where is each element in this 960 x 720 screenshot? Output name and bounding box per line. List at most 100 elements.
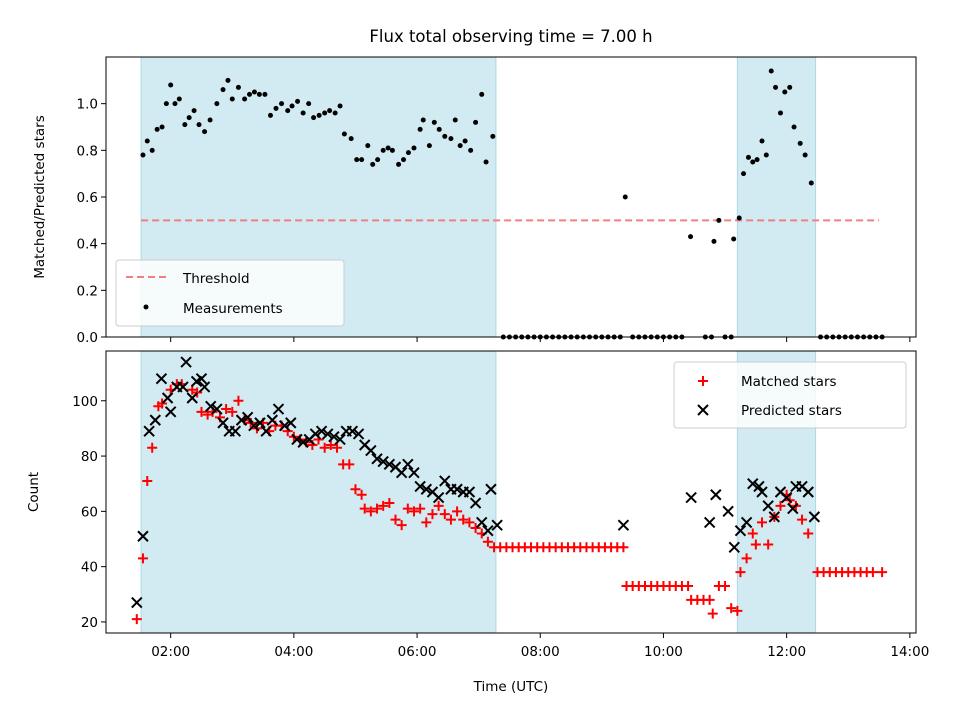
measurement-point [267,112,273,118]
predicted-star-point [482,524,494,537]
predicted-star-point [414,480,426,493]
matched-star-point [378,500,389,511]
measurement-point [251,89,257,95]
measurement-point [311,115,317,121]
measurement-point [431,119,437,125]
measurement-point [247,91,253,97]
predicted-star-point [217,417,229,429]
measurement-point [322,110,328,116]
predicted-star-point [266,414,279,426]
predicted-star-point [248,419,260,432]
predicted-star-point [229,425,242,437]
predicted-star-point [297,436,309,448]
predicted-star-point [195,372,208,385]
measurement-point [750,159,756,165]
matched-star-point [445,514,456,525]
predicted-star-point [451,483,463,495]
predicted-star-point [254,417,266,429]
y-tick-label: 100 [72,394,98,410]
y-axis-label: Matched/Predicted stars [32,115,48,278]
measurement-point [411,145,417,151]
y-tick-label: 0.6 [77,190,98,206]
measurement-point [365,143,371,149]
predicted-star-point [617,519,630,531]
matched-star-point [233,395,244,406]
matched-star-point [470,522,481,533]
matched-star-point [131,614,142,625]
measurement-point [256,91,262,97]
predicted-star-point [808,511,821,523]
x-tick-label: 10:00 [644,644,683,660]
measurement-point [782,89,788,95]
matched-star-point [402,503,413,514]
predicted-star-point [131,596,143,609]
predicted-star-point [747,477,759,490]
measurement-point [196,122,202,128]
measurement-point [163,101,169,107]
measurement-point [341,131,347,137]
predicted-star-point [241,411,254,424]
x-tick-label: 02:00 [151,644,190,660]
predicted-star-point [469,497,482,509]
matched-star-point [372,503,383,514]
predicted-star-point [476,516,488,529]
matched-star-point [157,398,168,409]
y-tick-label: 0.0 [77,330,98,346]
matched-star-point [618,542,629,553]
measurement-point [808,180,814,186]
matched-star-point [747,528,758,539]
matched-star-point [221,404,232,415]
measurement-point [306,101,312,107]
predicted-star-point [177,381,189,393]
matched-star-point [763,539,774,550]
measurement-point [754,157,760,163]
measurement-point [273,105,279,111]
measurement-point [787,84,793,90]
predicted-star-point [149,414,161,426]
measurement-point [448,136,454,142]
matched-star-point [775,500,786,511]
predicted-star-point [734,524,747,537]
matched-star-point [350,484,361,495]
predicted-star-point [164,406,177,418]
predicted-star-point [383,458,396,471]
observing-window [736,56,817,338]
predicted-star-point [463,486,476,498]
matched-star-point [732,605,743,616]
predicted-star-point [180,356,192,368]
matched-star-point [384,498,395,509]
measurement-point [688,234,694,240]
measurement-point [797,140,803,146]
predicted-star-point [143,425,155,437]
matched-star-point [707,608,718,619]
observing-window [140,350,497,634]
matched-star-point [735,567,746,578]
legend-matched-label: Matched stars [741,374,837,390]
matched-star-point [331,442,342,453]
measurement-point [711,238,717,244]
matched-star-point [704,594,715,605]
predicted-star-point [377,455,389,468]
matched-star-point [319,442,330,453]
predicted-star-point [211,403,223,415]
measurement-point [396,161,402,167]
measurement-point [426,143,432,149]
matched-star-point [797,514,808,525]
legend: Matched stars Predicted stars [673,361,907,429]
measurement-point [300,110,306,116]
measurement-point [220,87,226,93]
measurement-point [442,133,448,139]
x-tick-label: 14:00 [890,644,929,660]
predicted-star-point [722,505,734,518]
predicted-star-point [315,425,328,437]
predicted-star-point [420,483,433,495]
measurement-point [736,215,742,221]
measurement-point [483,159,489,165]
predicted-star-point [768,511,781,523]
measurement-point [235,84,241,90]
measurement-point [802,152,808,158]
matched-star-point [196,406,207,417]
matched-star-point [365,506,376,517]
measurement-point [295,98,301,104]
